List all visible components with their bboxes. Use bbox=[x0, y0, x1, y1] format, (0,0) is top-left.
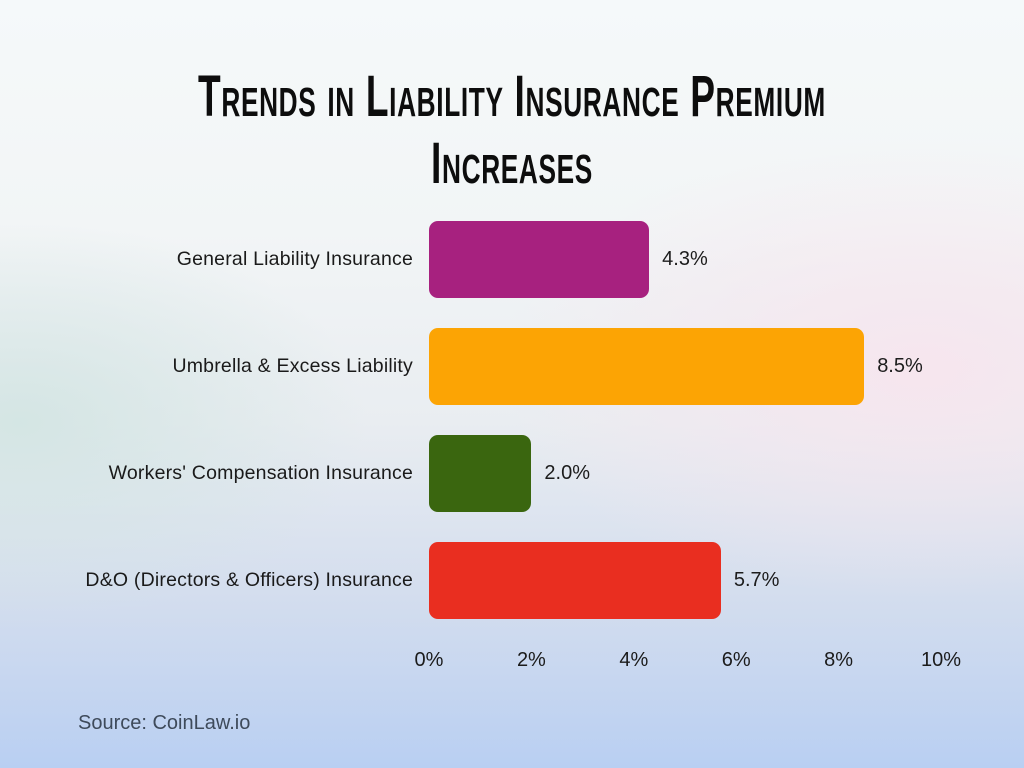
bar-track: 8.5% bbox=[429, 328, 941, 405]
chart-title-line-2: Increases bbox=[431, 130, 593, 196]
bar-umbrella-excess bbox=[429, 328, 865, 405]
bar-workers-compensation bbox=[429, 435, 532, 512]
bar-general-liability bbox=[429, 221, 650, 298]
category-label: General Liability Insurance bbox=[176, 248, 413, 270]
value-label: 5.7% bbox=[733, 569, 780, 591]
bar-track: 4.3% bbox=[429, 221, 941, 298]
bar-track: 5.7% bbox=[429, 542, 941, 619]
value-label: 4.3% bbox=[662, 248, 708, 270]
x-axis-tick: 2% bbox=[516, 649, 546, 671]
x-axis-tick: 4% bbox=[619, 649, 649, 671]
bar-row-do-insurance: D&O (Directors & Officers) Insurance 5.7… bbox=[0, 542, 1024, 619]
chart-title-line-1: Trends in Liability Insurance Premium bbox=[198, 63, 826, 129]
chart-title: Trends in Liability Insurance Premium In… bbox=[184, 63, 839, 197]
x-axis-tick: 10% bbox=[920, 649, 962, 671]
category-label: Workers' Compensation Insurance bbox=[108, 462, 413, 484]
source-attribution: Source: CoinLaw.io bbox=[78, 712, 251, 734]
category-label: Umbrella & Excess Liability bbox=[172, 355, 413, 377]
value-label: 2.0% bbox=[544, 462, 590, 484]
bar-row-umbrella-excess: Umbrella & Excess Liability 8.5% bbox=[0, 328, 1024, 405]
category-label: D&O (Directors & Officers) Insurance bbox=[85, 569, 413, 591]
value-label: 8.5% bbox=[877, 355, 923, 377]
bar-do-insurance bbox=[429, 542, 721, 619]
x-axis-tick: 0% bbox=[414, 649, 444, 671]
bar-chart: General Liability Insurance 4.3% Umbrell… bbox=[0, 221, 1024, 675]
bar-track: 2.0% bbox=[429, 435, 941, 512]
x-axis-tick: 8% bbox=[824, 649, 854, 671]
bar-row-general-liability: General Liability Insurance 4.3% bbox=[0, 221, 1024, 298]
x-axis: 0% 2% 4% 6% 8% 10% bbox=[415, 649, 961, 675]
x-axis-tick: 6% bbox=[721, 649, 751, 671]
bar-row-workers-compensation: Workers' Compensation Insurance 2.0% bbox=[0, 435, 1024, 512]
